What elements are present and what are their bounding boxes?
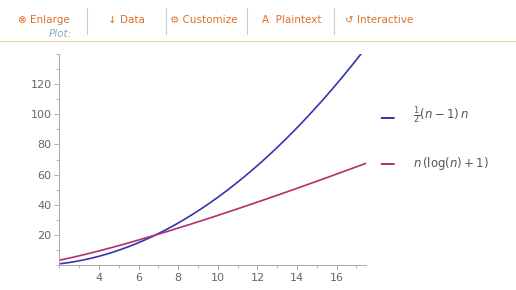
Text: ↺ Interactive: ↺ Interactive xyxy=(345,15,413,25)
Text: ↓ Data: ↓ Data xyxy=(108,15,145,25)
Text: —: — xyxy=(379,156,395,171)
Text: A  Plaintext: A Plaintext xyxy=(262,15,321,25)
Text: —: — xyxy=(379,110,395,124)
Text: $n\,(\log(n)+1)$: $n\,(\log(n)+1)$ xyxy=(413,155,489,172)
Text: $\frac{1}{2}$$(n-1)\,n$: $\frac{1}{2}$$(n-1)\,n$ xyxy=(413,104,469,126)
Text: Plot:: Plot: xyxy=(49,29,72,39)
Text: ⊗ Enlarge: ⊗ Enlarge xyxy=(18,15,70,25)
Text: ⚙ Customize: ⚙ Customize xyxy=(170,15,237,25)
